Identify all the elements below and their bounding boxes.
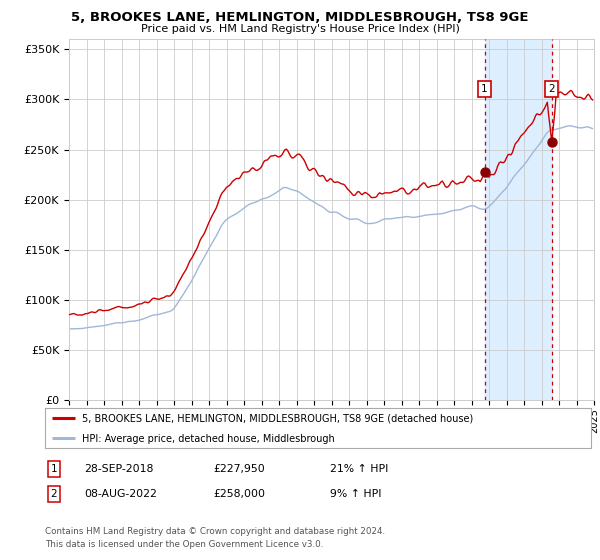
Text: 28-SEP-2018: 28-SEP-2018 xyxy=(84,464,154,474)
Text: 1: 1 xyxy=(50,464,58,474)
Text: 21% ↑ HPI: 21% ↑ HPI xyxy=(330,464,388,474)
Bar xyxy=(485,39,551,400)
Text: HPI: Average price, detached house, Middlesbrough: HPI: Average price, detached house, Midd… xyxy=(82,434,335,444)
Text: £258,000: £258,000 xyxy=(213,489,265,499)
Text: This data is licensed under the Open Government Licence v3.0.: This data is licensed under the Open Gov… xyxy=(45,540,323,549)
Text: 5, BROOKES LANE, HEMLINGTON, MIDDLESBROUGH, TS8 9GE (detached house): 5, BROOKES LANE, HEMLINGTON, MIDDLESBROU… xyxy=(82,414,473,423)
Text: 5, BROOKES LANE, HEMLINGTON, MIDDLESBROUGH, TS8 9GE: 5, BROOKES LANE, HEMLINGTON, MIDDLESBROU… xyxy=(71,11,529,24)
Text: £227,950: £227,950 xyxy=(213,464,265,474)
Text: Price paid vs. HM Land Registry's House Price Index (HPI): Price paid vs. HM Land Registry's House … xyxy=(140,24,460,34)
Text: 1: 1 xyxy=(481,85,488,95)
Text: 08-AUG-2022: 08-AUG-2022 xyxy=(84,489,157,499)
Text: 9% ↑ HPI: 9% ↑ HPI xyxy=(330,489,382,499)
Text: 2: 2 xyxy=(50,489,58,499)
Text: 2: 2 xyxy=(548,85,555,95)
Text: Contains HM Land Registry data © Crown copyright and database right 2024.: Contains HM Land Registry data © Crown c… xyxy=(45,528,385,536)
